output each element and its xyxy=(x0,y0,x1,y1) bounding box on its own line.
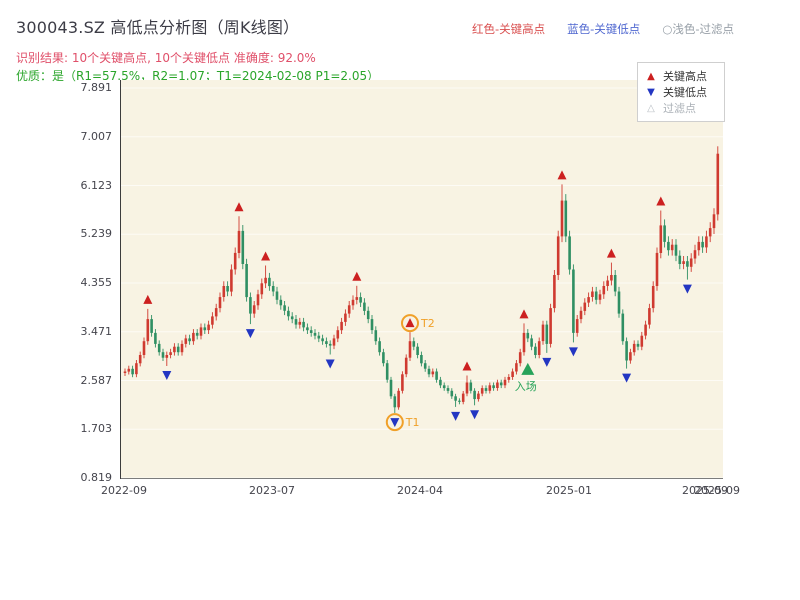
gridlines xyxy=(121,87,723,479)
key-high-marker xyxy=(557,170,567,180)
top-legend: 红色-关键高点 蓝色-关键低点 ○浅色-过滤点 xyxy=(472,21,734,37)
x-tick-label: 2022-09 xyxy=(101,484,147,497)
legend-item-label: 关键低点 xyxy=(663,86,707,99)
t-marker-ring xyxy=(401,314,419,333)
y-tick-label: 4.355 xyxy=(80,276,113,289)
key-high-marker xyxy=(143,294,153,304)
key-low-marker xyxy=(245,329,255,339)
entry-label: 入场 xyxy=(515,379,537,393)
key-low-marker xyxy=(568,347,578,357)
key-low-marker xyxy=(325,359,335,369)
key-high-marker xyxy=(606,248,616,258)
key-low-markers xyxy=(162,284,692,428)
t-markers: T1 T2 xyxy=(385,314,435,432)
entry-marker: 入场 xyxy=(515,362,537,393)
y-tick-label: 1.703 xyxy=(80,422,113,435)
key-high-marker xyxy=(462,361,472,371)
x-tick-label: 2025-01 xyxy=(546,484,592,497)
key-high-marker xyxy=(352,271,362,281)
recognition-result-text: 识别结果: 10个关键高点, 10个关键低点 准确度: 92.0% xyxy=(16,51,316,65)
key-low-marker xyxy=(542,357,552,367)
key-low-marker xyxy=(622,373,632,383)
candlestick-chart: T1 T2 入场 xyxy=(121,87,723,479)
chart-plot-area: T1 T2 入场 xyxy=(120,80,723,479)
legend-item-label: 过滤点 xyxy=(663,102,696,115)
key-low-marker xyxy=(390,418,400,428)
legend-key-low-label: 蓝色-关键低点 xyxy=(567,22,641,36)
legend-item-label: 关键高点 xyxy=(663,70,707,83)
x-tick-label: 2023-07 xyxy=(249,484,295,497)
key-low-marker xyxy=(470,410,480,420)
page-title: 300043.SZ 高低点分析图（周K线图） xyxy=(16,18,300,37)
y-tick-label: 7.007 xyxy=(80,130,113,143)
key-low-marker xyxy=(162,371,172,380)
key-low-triangle-icon: ▼ xyxy=(647,86,655,98)
filter-triangle-icon: △ xyxy=(647,102,655,114)
key-low-marker xyxy=(682,284,692,294)
legend-key-high-label: 红色-关键高点 xyxy=(472,22,546,36)
y-tick-label: 3.471 xyxy=(80,325,113,338)
legend-item-key-high: ▲ 关键高点 xyxy=(645,68,717,84)
legend-filter-label: ○浅色-过滤点 xyxy=(662,22,734,36)
y-tick-label: 6.123 xyxy=(80,179,113,192)
legend-item-filter: △ 过滤点 xyxy=(645,100,717,116)
t-marker-label: T1 xyxy=(405,416,420,429)
key-high-marker xyxy=(261,251,271,261)
x-tick-label: 2025-09 xyxy=(694,484,740,497)
t-marker-label: T2 xyxy=(420,317,435,330)
chart-legend-box: ▲ 关键高点 ▼ 关键低点 △ 过滤点 xyxy=(637,62,725,122)
key-high-marker xyxy=(234,202,244,212)
entry-triangle-icon xyxy=(521,362,535,375)
y-tick-label: 0.819 xyxy=(80,471,113,484)
y-tick-label: 2.587 xyxy=(80,374,113,387)
t-marker-ring xyxy=(385,413,404,432)
key-high-marker xyxy=(656,196,666,206)
y-tick-label: 5.239 xyxy=(80,227,113,240)
candles xyxy=(123,146,720,414)
key-high-markers xyxy=(143,170,666,371)
key-high-marker xyxy=(519,309,529,319)
x-tick-label: 2025-09 xyxy=(682,484,728,497)
quality-result-text: 优质：是（R1=57.5%，R2=1.07；T1=2024-02-08 P1=2… xyxy=(16,69,380,83)
key-low-marker xyxy=(451,411,461,421)
x-tick-label: 2024-04 xyxy=(397,484,443,497)
legend-item-key-low: ▼ 关键低点 xyxy=(645,84,717,100)
key-high-marker xyxy=(405,318,415,328)
key-high-triangle-icon: ▲ xyxy=(647,70,655,82)
